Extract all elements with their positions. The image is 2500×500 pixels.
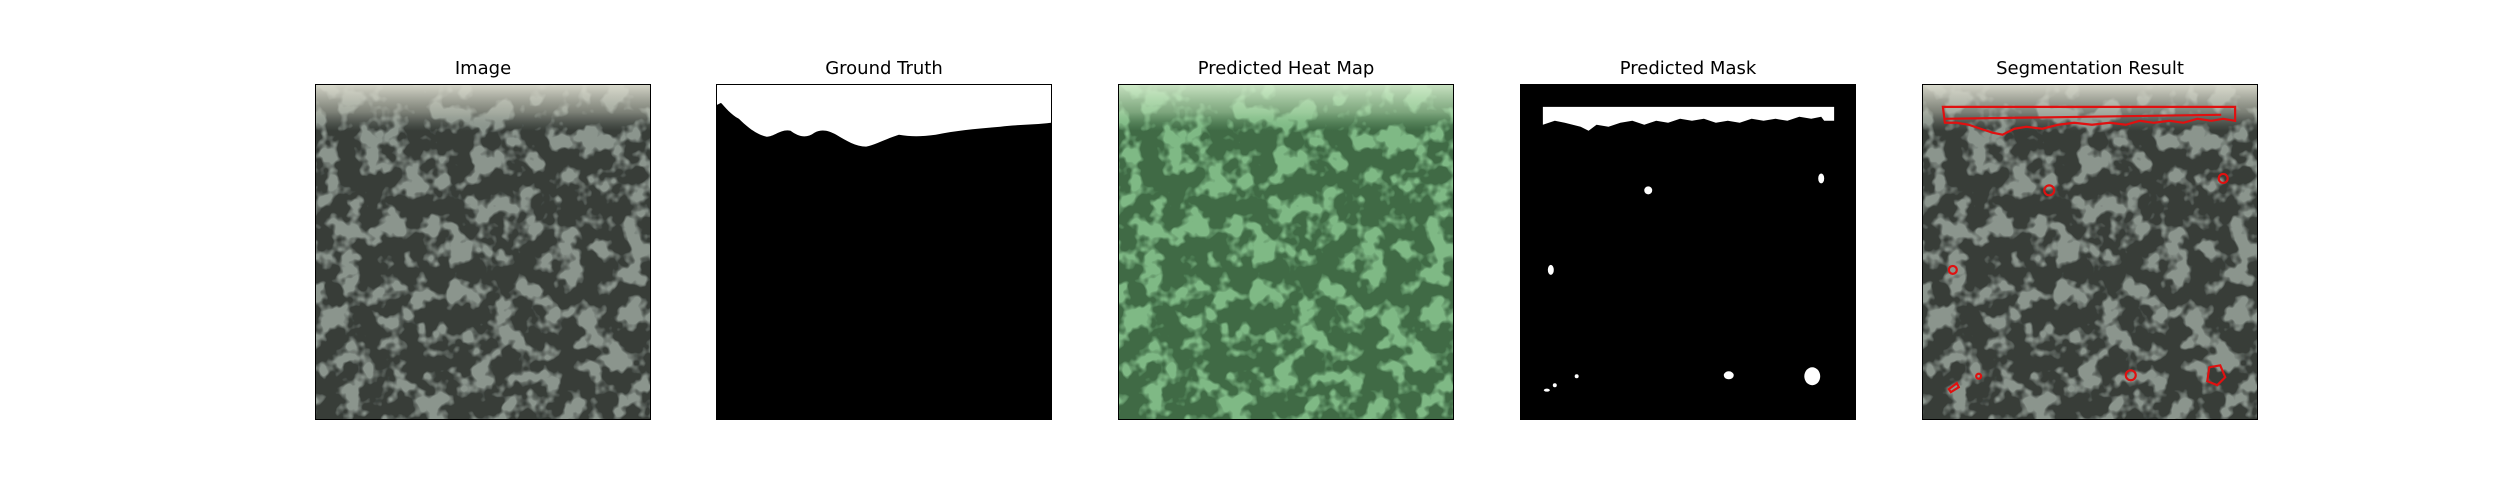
heatmap-frame — [1118, 84, 1454, 420]
panel-segmentation-result: Segmentation Result — [1920, 0, 2260, 430]
image-frame — [315, 84, 651, 420]
heatmap-image — [1119, 85, 1453, 419]
predicted-mask-frame — [1520, 84, 1856, 420]
panel-image: Image — [313, 0, 653, 430]
panel-title: Ground Truth — [825, 58, 943, 79]
segmentation-contours — [1941, 105, 2237, 394]
panel-title: Image — [454, 58, 512, 79]
segmentation-image — [1923, 85, 2257, 419]
ground-truth-mask — [717, 85, 1051, 419]
panel-title: Segmentation Result — [1996, 58, 2184, 79]
panel-predicted-mask: Predicted Mask — [1518, 0, 1858, 430]
panel-ground-truth: Ground Truth — [714, 0, 1054, 430]
segmentation-frame — [1922, 84, 2258, 420]
predicted-mask — [1521, 85, 1855, 419]
panel-title: Predicted Heat Map — [1197, 58, 1375, 79]
panel-title: Predicted Mask — [1619, 58, 1757, 79]
ground-truth-frame — [716, 84, 1052, 420]
input-image — [316, 85, 650, 419]
panel-heatmap: Predicted Heat Map — [1116, 0, 1456, 430]
